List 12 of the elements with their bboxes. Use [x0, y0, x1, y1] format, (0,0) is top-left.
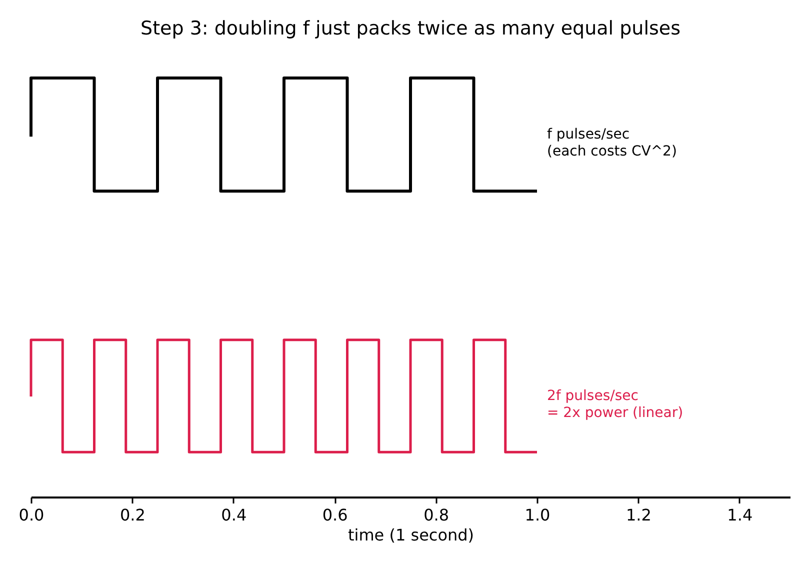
chart-title: Step 3: doubling f just packs twice as many equal pulses [140, 18, 680, 40]
x-tick-label: 0.0 [18, 506, 44, 524]
text: 2f pulses/sec = 2x power (linear) [547, 388, 684, 422]
x-axis-title: time (1 second) [348, 526, 474, 544]
x-tick-label: 0.2 [120, 506, 146, 524]
x-tick-label: 0.4 [221, 506, 247, 524]
x-tick-label: 1.2 [626, 506, 652, 524]
x-tick-label: 1.0 [524, 506, 550, 524]
x-tick-label: 0.6 [322, 506, 348, 524]
text: f pulses/sec (each costs CV^2) [547, 126, 677, 160]
x-tick-label: 0.8 [424, 506, 450, 524]
x-tick-label: 1.4 [727, 506, 753, 524]
